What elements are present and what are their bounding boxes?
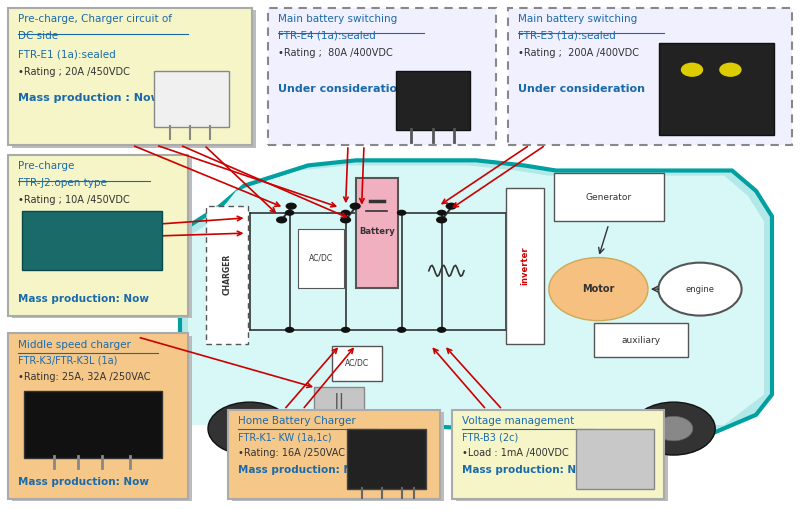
FancyBboxPatch shape xyxy=(22,211,162,270)
Text: FTR-K3/FTR-K3L (1a): FTR-K3/FTR-K3L (1a) xyxy=(18,356,117,366)
Text: Pre-charge, Charger circuit of: Pre-charge, Charger circuit of xyxy=(18,14,171,24)
Circle shape xyxy=(436,216,447,223)
Text: •Rating ; 10A /450VDC: •Rating ; 10A /450VDC xyxy=(18,195,130,206)
Circle shape xyxy=(340,216,351,223)
FancyBboxPatch shape xyxy=(154,71,229,127)
FancyBboxPatch shape xyxy=(659,43,774,135)
Circle shape xyxy=(437,327,446,333)
Circle shape xyxy=(681,63,703,77)
Text: CHARGER: CHARGER xyxy=(222,254,232,296)
Circle shape xyxy=(230,416,269,441)
FancyBboxPatch shape xyxy=(298,229,344,288)
Text: DC side: DC side xyxy=(18,31,58,41)
FancyBboxPatch shape xyxy=(24,391,162,458)
Circle shape xyxy=(276,216,287,223)
Text: Generator: Generator xyxy=(586,193,632,202)
Text: Mass production: Now: Mass production: Now xyxy=(238,465,369,475)
Circle shape xyxy=(397,327,406,333)
Text: •Rating: 16A /250VAC: •Rating: 16A /250VAC xyxy=(238,448,345,459)
FancyBboxPatch shape xyxy=(332,346,382,381)
Text: •Rating ;  200A /400VDC: •Rating ; 200A /400VDC xyxy=(518,48,638,58)
Text: •Rating ;  80A /400VDC: •Rating ; 80A /400VDC xyxy=(278,48,392,58)
FancyBboxPatch shape xyxy=(8,8,252,145)
Circle shape xyxy=(350,203,361,210)
Circle shape xyxy=(632,402,715,455)
Text: FTR-E3 (1a):sealed: FTR-E3 (1a):sealed xyxy=(518,30,615,40)
Text: Middle speed charger: Middle speed charger xyxy=(18,340,130,350)
FancyBboxPatch shape xyxy=(506,188,544,344)
FancyBboxPatch shape xyxy=(268,8,496,145)
Text: Under consideration: Under consideration xyxy=(278,84,405,95)
FancyBboxPatch shape xyxy=(576,429,654,489)
Text: Voltage management: Voltage management xyxy=(462,416,574,426)
FancyBboxPatch shape xyxy=(456,412,668,501)
Circle shape xyxy=(208,402,291,455)
FancyBboxPatch shape xyxy=(594,323,688,357)
Text: FTR-K1- KW (1a,1c): FTR-K1- KW (1a,1c) xyxy=(238,432,331,442)
Circle shape xyxy=(446,203,457,210)
Text: Mass production : Now: Mass production : Now xyxy=(18,93,161,103)
Text: inverter: inverter xyxy=(520,246,530,285)
Text: engine: engine xyxy=(686,285,714,294)
FancyBboxPatch shape xyxy=(206,206,248,344)
FancyBboxPatch shape xyxy=(396,71,470,130)
Circle shape xyxy=(285,327,294,333)
FancyBboxPatch shape xyxy=(8,333,188,499)
FancyBboxPatch shape xyxy=(12,336,192,501)
Text: Under consideration: Under consideration xyxy=(518,84,645,95)
Text: AC/DC: AC/DC xyxy=(345,359,369,368)
FancyBboxPatch shape xyxy=(314,387,364,418)
FancyBboxPatch shape xyxy=(452,410,664,499)
Text: Mass production: Now: Mass production: Now xyxy=(18,477,149,488)
Text: FTR-E4 (1a):sealed: FTR-E4 (1a):sealed xyxy=(278,30,375,40)
Text: •Load : 1mA /400VDC: •Load : 1mA /400VDC xyxy=(462,448,568,459)
Text: AC/DC: AC/DC xyxy=(309,253,333,263)
FancyBboxPatch shape xyxy=(356,178,398,288)
Text: Mass production: Now: Mass production: Now xyxy=(18,294,149,304)
Text: Main battery switching: Main battery switching xyxy=(278,14,397,24)
Text: •Rating ; 20A /450VDC: •Rating ; 20A /450VDC xyxy=(18,67,130,77)
Text: Motor: Motor xyxy=(582,284,614,294)
Circle shape xyxy=(549,258,648,321)
Text: Battery: Battery xyxy=(359,227,394,236)
Text: Main battery switching: Main battery switching xyxy=(518,14,637,24)
Polygon shape xyxy=(188,165,764,425)
Circle shape xyxy=(658,263,742,316)
Text: FTR-J2:open type: FTR-J2:open type xyxy=(18,178,106,188)
Text: Home Battery Charger: Home Battery Charger xyxy=(238,416,355,426)
Circle shape xyxy=(341,327,350,333)
FancyBboxPatch shape xyxy=(554,173,664,221)
Circle shape xyxy=(397,210,406,216)
Text: •Rating: 25A, 32A /250VAC: •Rating: 25A, 32A /250VAC xyxy=(18,372,150,382)
Text: Pre-charge: Pre-charge xyxy=(18,161,74,172)
FancyBboxPatch shape xyxy=(12,10,256,148)
Circle shape xyxy=(719,63,742,77)
Circle shape xyxy=(285,210,294,216)
Text: ||: || xyxy=(334,393,345,411)
Circle shape xyxy=(437,210,446,216)
FancyBboxPatch shape xyxy=(508,8,792,145)
Text: FTR-B3 (2c): FTR-B3 (2c) xyxy=(462,432,518,442)
FancyBboxPatch shape xyxy=(347,429,426,489)
FancyBboxPatch shape xyxy=(228,410,440,499)
Polygon shape xyxy=(180,160,772,435)
Text: Mass production: Now: Mass production: Now xyxy=(462,465,593,475)
FancyBboxPatch shape xyxy=(8,155,188,316)
Text: FTR-E1 (1a):sealed: FTR-E1 (1a):sealed xyxy=(18,49,115,60)
Text: auxiliary: auxiliary xyxy=(622,335,660,345)
Circle shape xyxy=(286,203,297,210)
FancyBboxPatch shape xyxy=(232,412,444,501)
Circle shape xyxy=(341,210,350,216)
FancyBboxPatch shape xyxy=(12,158,192,318)
Circle shape xyxy=(654,416,693,441)
